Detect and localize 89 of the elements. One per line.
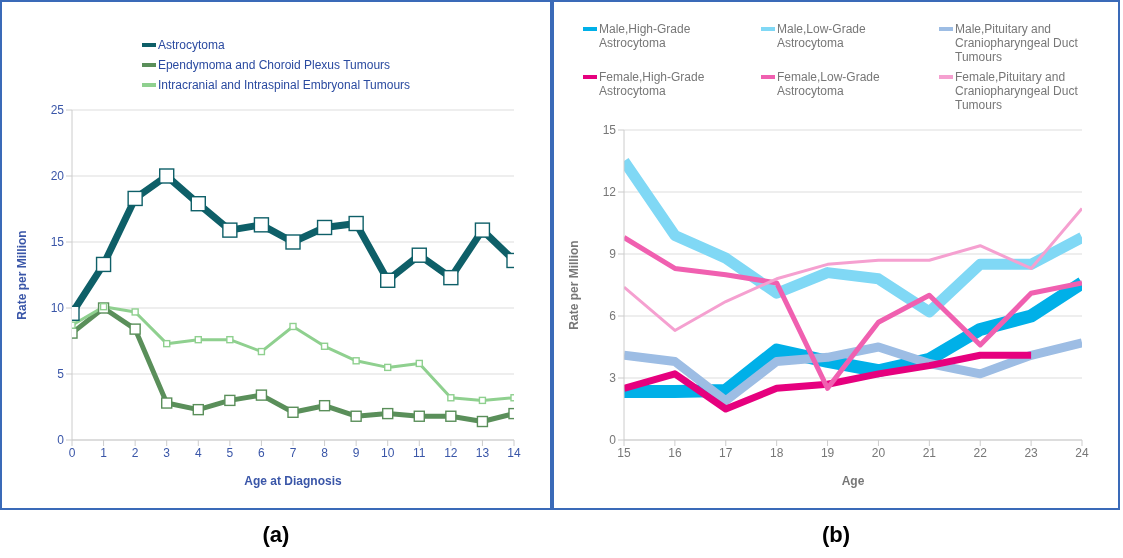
x-tick-label: 14	[507, 445, 521, 460]
y-tick-label: 15	[50, 235, 65, 250]
point	[316, 219, 333, 236]
x-tick-label: 18	[769, 445, 784, 460]
point	[447, 394, 455, 402]
point	[161, 397, 173, 409]
point	[415, 359, 423, 368]
x-tick-label: 17	[719, 445, 733, 460]
point	[190, 196, 206, 212]
point	[127, 190, 143, 207]
x-tick-label: 19	[820, 445, 835, 460]
point	[224, 394, 236, 407]
x-tick-label: 5	[226, 445, 234, 460]
y-tick-label: 5	[57, 367, 65, 382]
x-tick-label: 6	[258, 445, 266, 460]
point	[253, 217, 270, 233]
point	[382, 407, 394, 420]
x-tick-label: 12	[444, 445, 458, 460]
point	[320, 342, 329, 350]
point	[257, 347, 266, 356]
x-tick-label: 11	[413, 445, 426, 460]
y-tick-label: 10	[50, 301, 65, 316]
legend-label: Intracranial and Intraspinal Embryonal Tumours	[157, 78, 411, 92]
x-tick-label: 10	[381, 445, 395, 460]
point	[318, 399, 331, 412]
legend-label: Female,High-Grade Astrocytoma	[599, 70, 706, 98]
y-tick-label: 0	[609, 433, 617, 448]
x-tick-label: 23	[1024, 445, 1039, 460]
legend-label: Ependymoma and Choroid Plexus Tumours	[157, 58, 391, 72]
point	[255, 389, 268, 401]
y-axis-title: Rate per Million	[15, 230, 30, 320]
legend-label: Male,Low-Grade Astrocytoma	[777, 22, 867, 50]
x-tick-label: 4	[194, 445, 202, 460]
legend-label: Male,High-Grade Astrocytoma	[599, 22, 692, 50]
x-tick-label: 16	[668, 445, 682, 460]
x-tick-label: 20	[871, 445, 886, 460]
point	[285, 234, 301, 250]
y-tick-label: 15	[602, 123, 617, 138]
x-tick-label: 2	[131, 445, 139, 460]
point	[445, 410, 457, 422]
text: (b)	[820, 522, 852, 548]
x-tick-label: 8	[321, 445, 329, 460]
point	[413, 410, 425, 422]
legend-label: Astrocytoma	[157, 38, 225, 52]
point	[159, 168, 175, 184]
y-tick-label: 0	[57, 433, 65, 448]
x-tick-label: 7	[289, 445, 297, 460]
text: (a)	[261, 522, 291, 548]
x-tick-label: 13	[475, 445, 490, 460]
x-tick-label: 0	[68, 445, 76, 460]
y-tick-label: 25	[50, 103, 65, 118]
point	[163, 339, 171, 348]
x-tick-label: 22	[973, 445, 988, 460]
point	[474, 222, 491, 238]
x-tick-label: 21	[922, 445, 937, 460]
point	[129, 323, 141, 335]
y-tick-label: 12	[602, 185, 617, 200]
point	[443, 269, 459, 286]
point	[352, 357, 360, 365]
line-series	[624, 207, 1082, 332]
x-axis-title: Age	[841, 474, 865, 488]
x-axis-title: Age at Diagnosis	[244, 474, 342, 488]
point	[348, 215, 364, 232]
x-tick-label: 24	[1075, 445, 1089, 460]
y-tick-label: 9	[609, 247, 617, 262]
point	[95, 256, 112, 273]
legend-label: Female,Low-Grade Astrocytoma	[777, 70, 881, 98]
point	[222, 222, 238, 238]
x-tick-label: 3	[163, 445, 171, 460]
point	[350, 410, 362, 422]
point	[384, 363, 392, 372]
y-axis-title: Rate per Million	[567, 240, 582, 330]
point	[380, 272, 396, 288]
legend-label: Female,Pituitary and Craniopharyngeal Duct Tumours	[955, 70, 1079, 112]
legend-label: Male,Pituitary and Craniopharyngeal Duct Tumours	[955, 22, 1079, 64]
x-tick-label: 1	[100, 445, 108, 460]
y-tick-label: 20	[50, 169, 65, 184]
point	[289, 322, 297, 331]
point	[287, 406, 299, 418]
point	[478, 396, 487, 405]
point	[411, 247, 427, 263]
y-tick-label: 3	[609, 371, 617, 386]
y-tick-label: 6	[609, 309, 617, 324]
x-tick-label: 9	[352, 445, 360, 460]
point	[226, 335, 234, 344]
point	[476, 415, 489, 428]
point	[194, 335, 202, 344]
point	[192, 403, 204, 416]
point	[131, 308, 139, 316]
